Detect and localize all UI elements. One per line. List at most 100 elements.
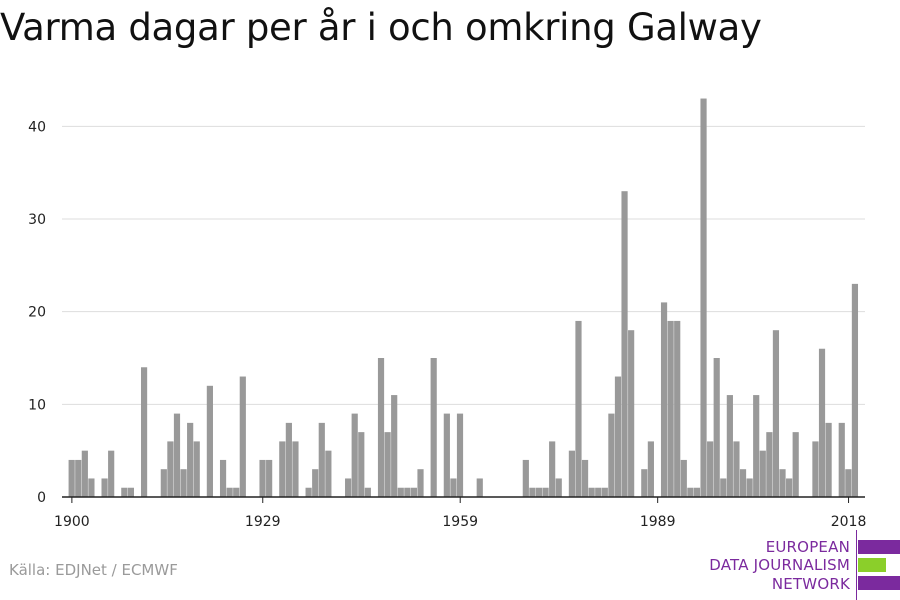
bar-1923 bbox=[219, 459, 227, 497]
bar-2004 bbox=[753, 395, 760, 497]
bar-1948 bbox=[384, 432, 391, 497]
y-tick-label-20: 20 bbox=[28, 305, 46, 321]
bar-1914 bbox=[160, 469, 167, 497]
bar-1992 bbox=[674, 320, 681, 497]
bar-2000 bbox=[726, 395, 733, 497]
bar-1997 bbox=[707, 441, 714, 497]
logo-text-line3: NETWORK bbox=[771, 575, 850, 593]
bar-1976 bbox=[568, 450, 575, 497]
bar-2017 bbox=[838, 422, 845, 497]
bar-1943 bbox=[351, 413, 358, 497]
bar-1998 bbox=[713, 358, 720, 497]
logo-bar-top bbox=[858, 540, 900, 554]
bar-1950 bbox=[397, 487, 404, 497]
bar-1900 bbox=[68, 459, 75, 497]
edjnet-logo[interactable]: EUROPEAN DATA JOURNALISM NETWORK bbox=[700, 530, 900, 600]
bar-1916 bbox=[173, 413, 181, 497]
bar-1953 bbox=[417, 469, 424, 497]
bar-1995 bbox=[693, 487, 701, 497]
y-tick-label-10: 10 bbox=[28, 397, 46, 413]
bar-1939 bbox=[325, 450, 332, 497]
bar-1985 bbox=[628, 330, 635, 497]
bar-2019 bbox=[851, 283, 859, 497]
bar-1908 bbox=[121, 487, 128, 497]
logo-text-line1: EUROPEAN bbox=[765, 538, 850, 556]
bar-1926 bbox=[239, 376, 246, 497]
bar-2013 bbox=[812, 441, 819, 497]
bar-1901 bbox=[75, 459, 82, 497]
bar-2015 bbox=[825, 422, 832, 497]
bar-1952 bbox=[410, 487, 418, 497]
bar-1970 bbox=[529, 487, 536, 497]
logo-text-line2: DATA JOURNALISM bbox=[709, 556, 850, 574]
bar-1958 bbox=[450, 478, 457, 497]
bar-1988 bbox=[647, 441, 654, 497]
bar-2002 bbox=[739, 469, 747, 497]
bar-1932 bbox=[279, 441, 286, 497]
bar-1917 bbox=[180, 469, 187, 497]
bar-1996 bbox=[700, 98, 707, 498]
bar-2010 bbox=[792, 432, 799, 497]
bar-1957 bbox=[443, 413, 450, 497]
bar-1983 bbox=[614, 376, 622, 497]
bar-2014 bbox=[818, 348, 826, 497]
bar-1945 bbox=[364, 487, 371, 497]
bar-1993 bbox=[680, 459, 687, 497]
bar-1951 bbox=[404, 487, 411, 497]
bars bbox=[68, 98, 859, 498]
bar-1947 bbox=[377, 358, 385, 497]
bar-1936 bbox=[305, 487, 312, 497]
bar-1977 bbox=[575, 320, 582, 497]
bar-1915 bbox=[167, 441, 174, 497]
bar-1980 bbox=[595, 487, 602, 497]
bar-1979 bbox=[588, 487, 595, 497]
bar-1919 bbox=[193, 441, 200, 497]
bar-1972 bbox=[542, 487, 549, 497]
bar-1929 bbox=[259, 459, 266, 497]
bar-1942 bbox=[345, 478, 352, 497]
bar-1921 bbox=[206, 385, 213, 497]
bar-1933 bbox=[285, 422, 292, 497]
bar-1925 bbox=[233, 487, 240, 497]
bar-1918 bbox=[187, 422, 194, 497]
logo-divider bbox=[856, 530, 857, 600]
y-tick-label-30: 30 bbox=[28, 212, 46, 228]
bar-1987 bbox=[641, 469, 648, 497]
bar-1984 bbox=[621, 191, 628, 497]
bar-1994 bbox=[687, 487, 694, 497]
bar-1991 bbox=[667, 320, 674, 497]
bar-1938 bbox=[318, 422, 325, 497]
chart-title: Varma dagar per år i och omkring Galway bbox=[0, 6, 762, 49]
grid-lines bbox=[62, 125, 865, 405]
x-tick-label-1929: 1929 bbox=[245, 514, 281, 530]
source-credit: Källa: EDJNet / ECMWF bbox=[9, 561, 178, 579]
bar-2008 bbox=[779, 469, 786, 497]
bar-2003 bbox=[746, 478, 753, 497]
logo-bar-bottom bbox=[858, 576, 900, 590]
bar-1981 bbox=[601, 487, 608, 497]
bar-1990 bbox=[660, 302, 668, 497]
bar-1949 bbox=[391, 395, 398, 497]
bar-1999 bbox=[720, 478, 727, 497]
bar-1911 bbox=[140, 367, 148, 497]
bar-1974 bbox=[555, 478, 562, 497]
x-tick-label-1989: 1989 bbox=[640, 514, 676, 530]
bar-2018 bbox=[845, 469, 852, 497]
bar-1924 bbox=[226, 487, 233, 497]
bar-1902 bbox=[81, 450, 88, 497]
bar-1944 bbox=[358, 432, 365, 497]
bar-1962 bbox=[476, 478, 483, 497]
y-tick-label-0: 0 bbox=[37, 490, 46, 506]
bar-1955 bbox=[430, 358, 437, 497]
bar-2006 bbox=[766, 432, 773, 497]
bar-1959 bbox=[456, 413, 464, 497]
bar-1969 bbox=[522, 459, 529, 497]
bar-2009 bbox=[786, 478, 793, 497]
bar-1905 bbox=[101, 478, 108, 497]
bar-1903 bbox=[88, 478, 95, 497]
bar-2005 bbox=[759, 450, 766, 497]
bar-1934 bbox=[292, 441, 299, 497]
bar-1906 bbox=[108, 450, 115, 497]
axes: 0 10 20 30 40 1900 1929 1959 1989 2018 bbox=[28, 119, 866, 530]
